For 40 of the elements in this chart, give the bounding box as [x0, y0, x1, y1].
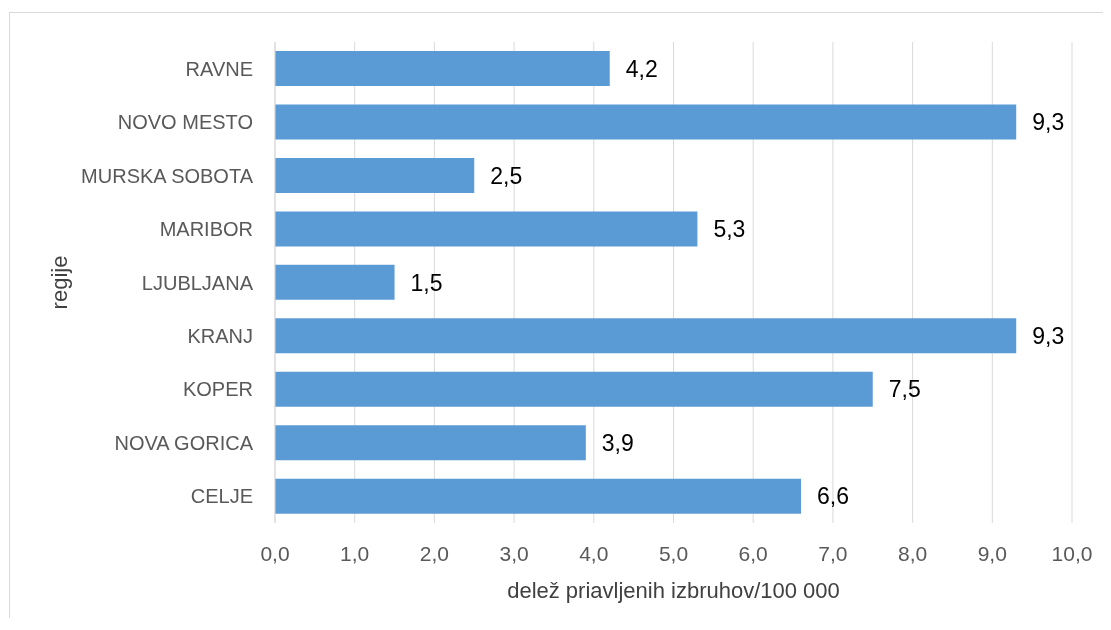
y-tick-label: MURSKA SOBOTA [81, 164, 254, 187]
y-tick-label: RAVNE [185, 57, 253, 80]
x-tick-label: 5,0 [658, 541, 689, 565]
bar [275, 51, 610, 87]
y-tick-label: KRANJ [187, 325, 253, 348]
y-tick-label: NOVA GORICA [114, 431, 254, 454]
data-label: 1,5 [410, 269, 443, 296]
y-tick-label: KOPER [182, 378, 253, 401]
y-tick-label: NOVO MESTO [117, 111, 253, 134]
y-axis-title: regije [46, 255, 72, 310]
bar [275, 478, 802, 514]
data-label: 9,3 [1032, 322, 1065, 349]
x-tick-label: 1,0 [340, 541, 370, 565]
bar [275, 211, 698, 247]
x-tick-label: 6,0 [738, 541, 768, 565]
bar [275, 157, 475, 193]
x-tick-label: 4,0 [579, 541, 609, 565]
x-tick-label: 3,0 [499, 541, 529, 565]
data-label: 2,5 [490, 162, 523, 189]
x-tick-label: 10,0 [1051, 541, 1093, 565]
y-tick-label: LJUBLJANA [141, 271, 254, 294]
x-tick-label: 0,0 [260, 541, 290, 565]
bar [275, 425, 586, 461]
y-tick-label: MARIBOR [159, 218, 253, 241]
x-tick-label: 7,0 [818, 541, 848, 565]
x-tick-label: 9,0 [977, 541, 1007, 565]
x-axis-title: delež priavljenih izbruhov/100 000 [507, 578, 840, 603]
data-label: 5,3 [713, 216, 746, 243]
x-tick-label: 2,0 [419, 541, 449, 565]
data-label: 6,6 [817, 483, 849, 510]
bar [275, 264, 395, 300]
data-label: 4,2 [625, 55, 658, 82]
x-tick-label: 8,0 [898, 541, 928, 565]
data-label: 7,5 [888, 376, 921, 403]
bar [275, 318, 1017, 354]
y-tick-label: CELJE [190, 485, 253, 508]
data-label: 9,3 [1032, 109, 1065, 136]
data-label: 3,9 [601, 429, 634, 456]
bar [275, 104, 1017, 140]
bar [275, 371, 873, 407]
